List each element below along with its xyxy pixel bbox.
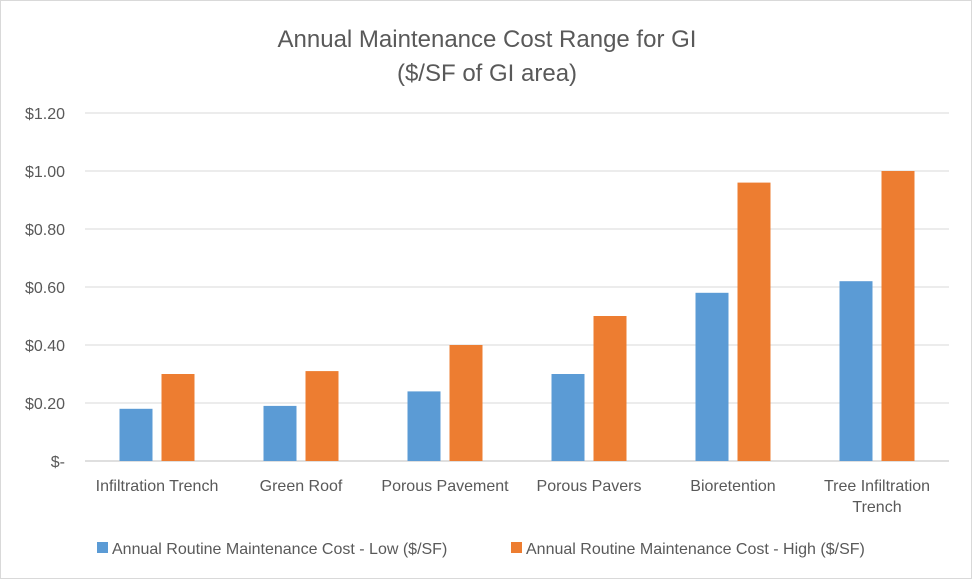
bar-high	[593, 316, 627, 461]
y-tick-label: $1.00	[25, 164, 65, 181]
bars	[119, 171, 915, 461]
y-tick-label: $0.40	[25, 338, 65, 355]
bar-high	[161, 374, 195, 461]
y-tick-label: $0.60	[25, 280, 65, 297]
bar-low	[119, 408, 153, 461]
x-tick-label: Tree Infiltration Trench	[824, 478, 930, 516]
chart-subtitle: ($/SF of GI area)	[397, 60, 577, 87]
y-tick-label: $1.20	[25, 106, 65, 123]
legend-swatch	[97, 542, 108, 553]
x-tick-label: Bioretention	[690, 478, 775, 495]
chart-title: Annual Maintenance Cost Range for GI	[278, 26, 697, 53]
x-tick-label: Green Roof	[260, 478, 343, 495]
x-tick-label: Infiltration Trench	[96, 478, 219, 495]
y-axis: $- $0.20 $0.40 $0.60 $0.80 $1.00 $1.20	[25, 106, 65, 471]
legend-label: Annual Routine Maintenance Cost - High (…	[526, 541, 865, 558]
x-tick-label: Porous Pavers	[537, 478, 642, 495]
y-tick-label: $0.20	[25, 396, 65, 413]
legend-label: Annual Routine Maintenance Cost - Low ($…	[112, 541, 447, 558]
x-tick-label: Porous Pavement	[381, 478, 509, 495]
bar-high	[737, 182, 771, 461]
x-axis: Infiltration Trench Green Roof Porous Pave…	[96, 478, 930, 516]
bar-low	[695, 292, 729, 461]
y-tick-label: $0.80	[25, 222, 65, 239]
bar-low	[839, 281, 873, 461]
legend-swatch	[511, 542, 522, 553]
bar-high	[881, 171, 915, 461]
legend: Annual Routine Maintenance Cost - Low ($…	[97, 541, 865, 558]
bar-high	[305, 371, 339, 461]
y-tick-label: $-	[51, 454, 65, 471]
bar-low	[407, 391, 441, 461]
bar-low	[263, 405, 297, 461]
gridlines	[85, 112, 949, 462]
bar-low	[551, 374, 585, 461]
bar-high	[449, 345, 483, 461]
